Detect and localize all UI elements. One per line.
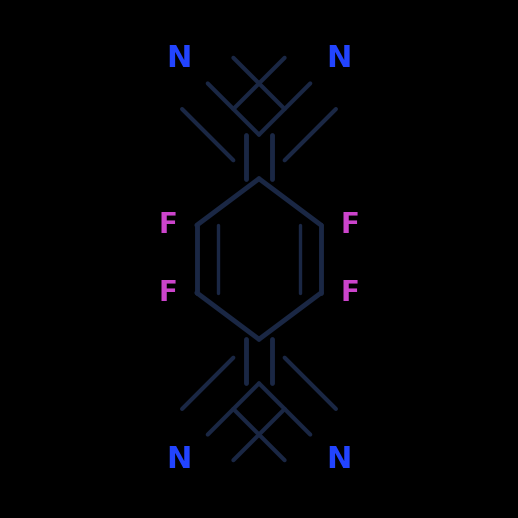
Text: N: N — [326, 444, 352, 473]
Text: N: N — [166, 45, 192, 74]
Text: F: F — [159, 211, 178, 239]
Text: N: N — [166, 444, 192, 473]
Text: N: N — [326, 45, 352, 74]
Text: F: F — [159, 279, 178, 307]
Text: F: F — [340, 279, 359, 307]
Text: F: F — [340, 211, 359, 239]
